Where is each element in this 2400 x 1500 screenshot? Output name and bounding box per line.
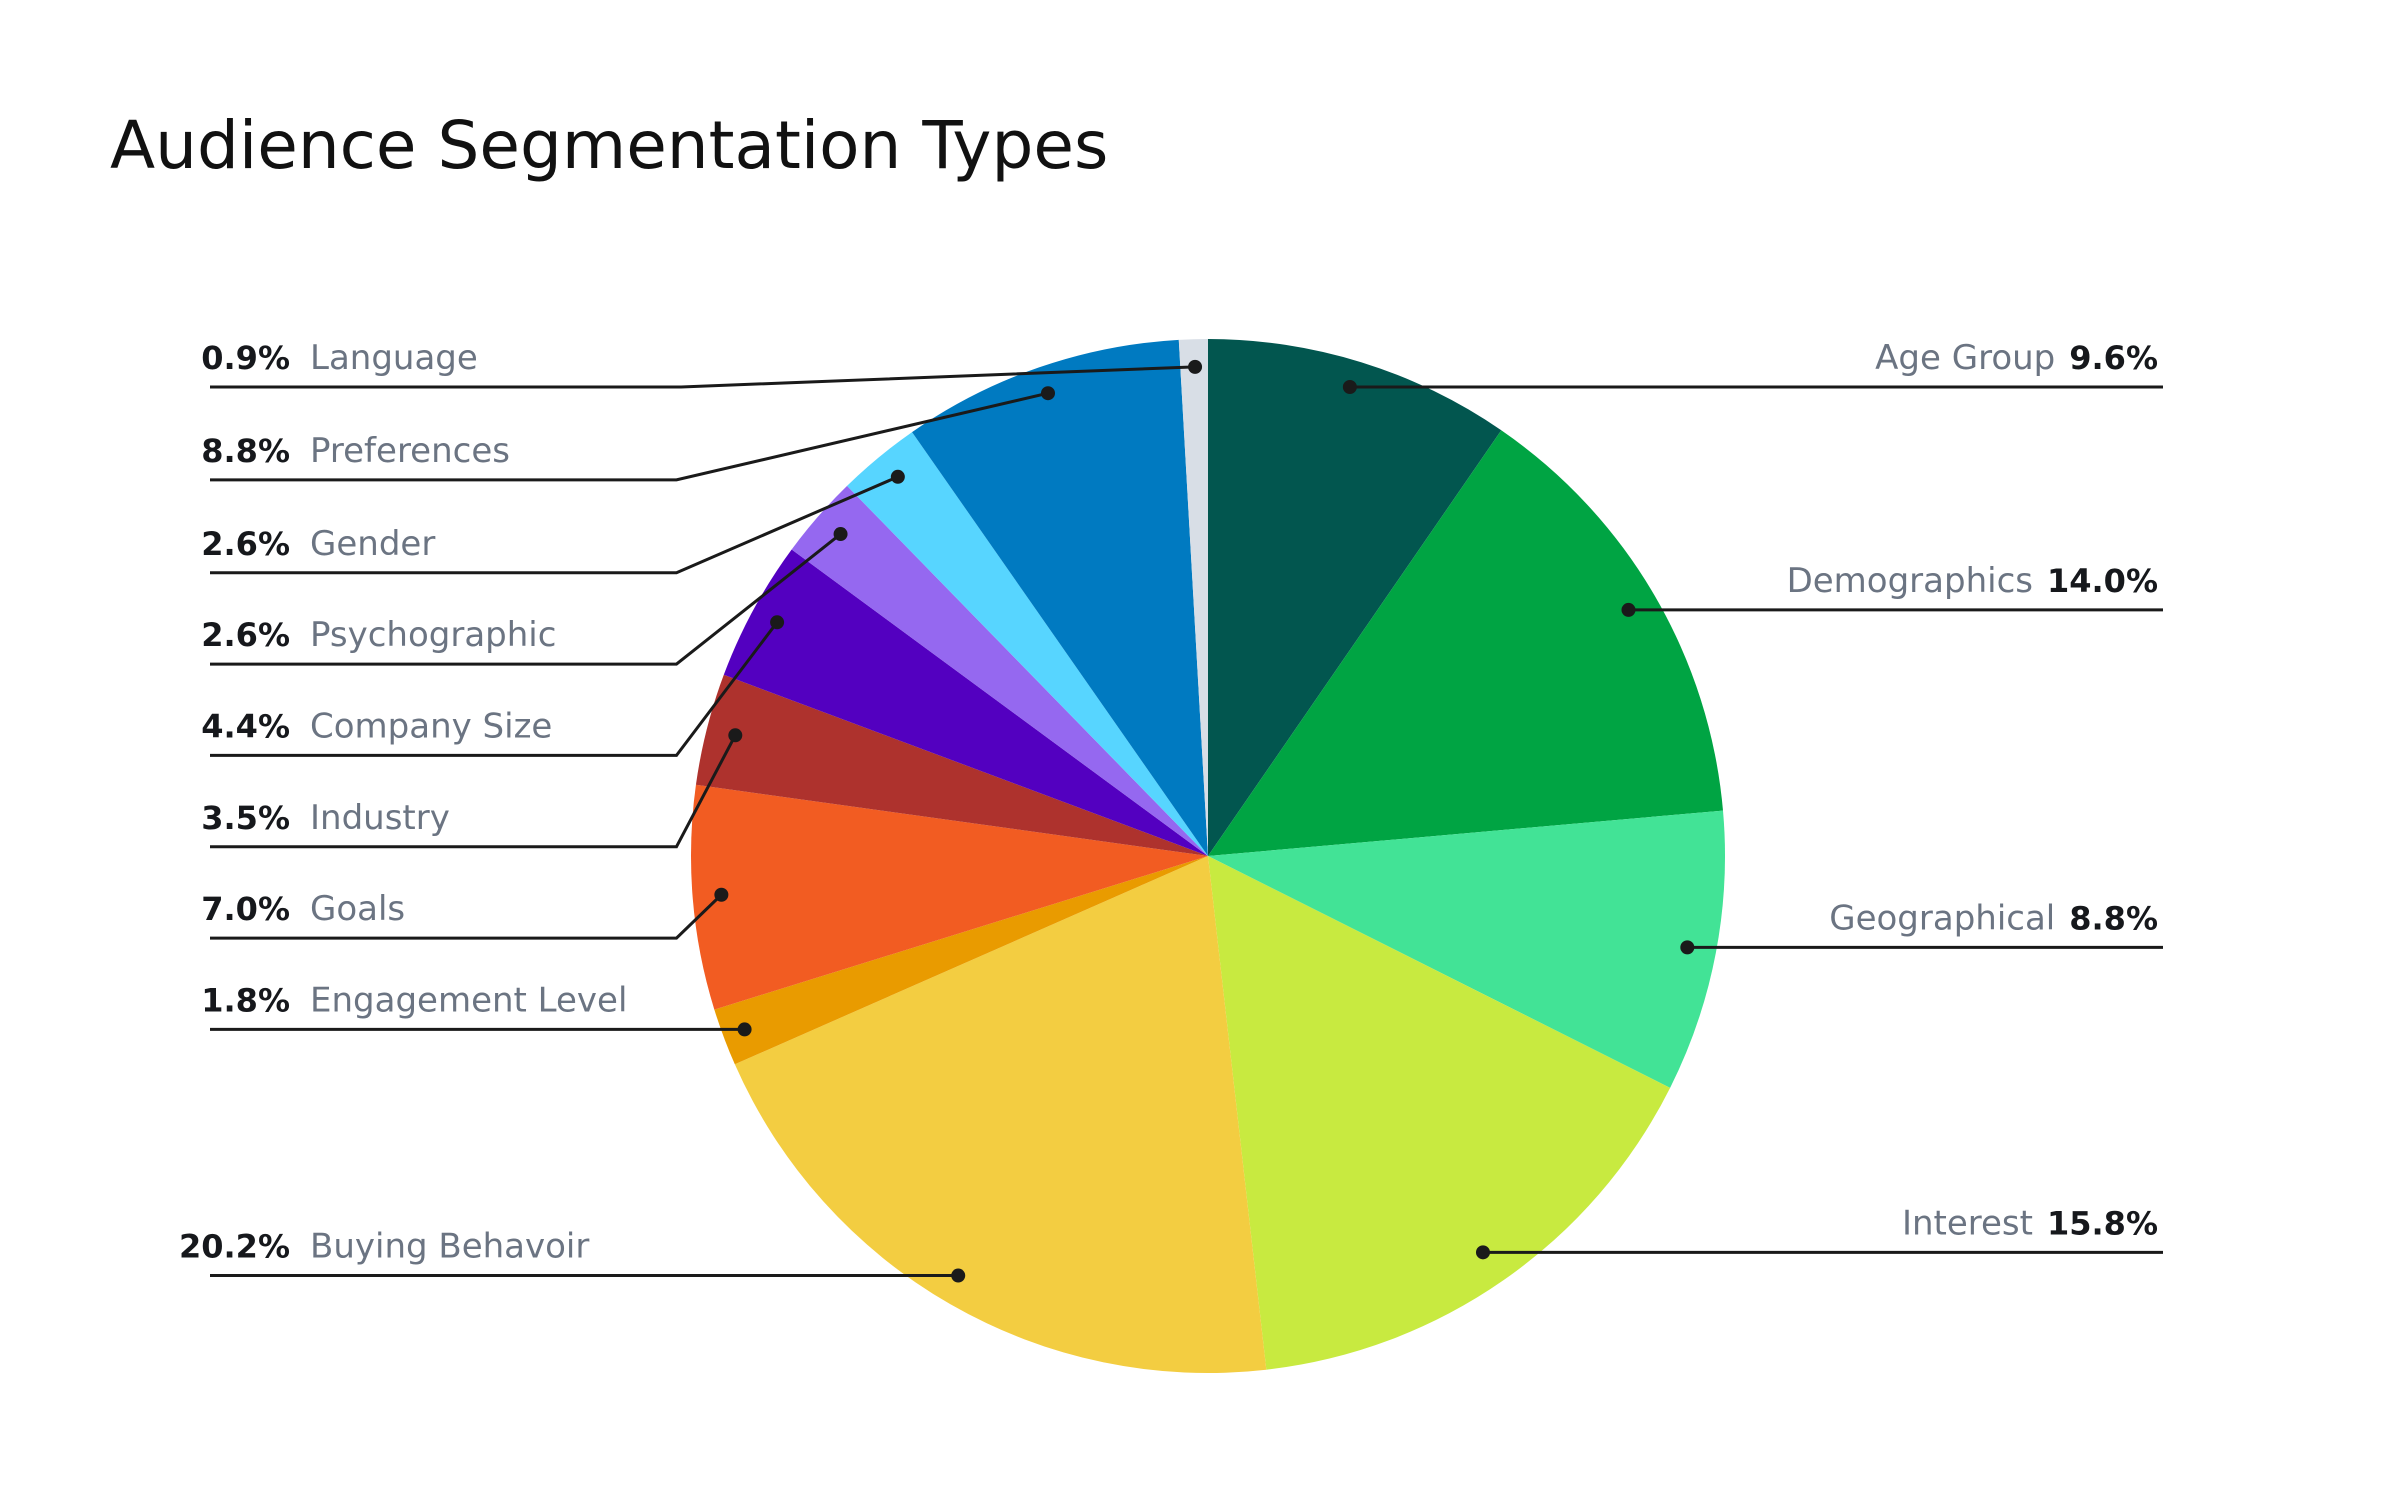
leader-line-goals [210,893,723,940]
leader-line-gender [210,475,899,575]
slice-percent-buying-behavoir: 20.2% [179,1228,290,1266]
leader-lines [210,359,2163,1283]
leader-dot-language [1188,359,1203,374]
slice-labels: 9.6% Age Group 14.0% Demographics 8.8% Geogra… [179,338,2158,1267]
pie-slice-demographics [1208,430,1724,856]
pie-slice-industry [695,674,1208,856]
pie-slice-geographical [1208,810,1726,1088]
slice-percent-industry: 3.5% [201,799,290,837]
pie-slice-gender [847,432,1208,856]
slice-label-goals: Goals [310,889,405,929]
slice-percent-company-size: 4.4% [201,707,290,745]
leader-dot-gender [890,469,905,484]
pie-slices [691,339,1726,1373]
pie-slice-goals [691,784,1208,1010]
leader-dot-interest [1475,1245,1490,1260]
leader-dot-engagement-level [737,1022,752,1037]
leader-dot-preferences [1040,386,1055,401]
slice-label-preferences: Preferences [310,431,510,471]
slice-label-engagement-level: Engagement Level [310,980,627,1020]
leader-dot-buying-behavoir [951,1268,966,1283]
leader-line-preferences [210,391,1049,482]
slice-label-buying-behavoir: Buying Behavoir [310,1227,589,1267]
leader-dot-goals [714,887,729,902]
pie-slice-interest [1208,856,1671,1370]
slice-label-age-group: Age Group [1875,338,2055,378]
slice-percent-demographics: 14.0% [2047,562,2158,600]
leader-dot-demographics [1621,602,1636,617]
pie-slice-preferences [912,339,1208,856]
slice-percent-language: 0.9% [201,339,290,377]
slice-percent-engagement-level: 1.8% [201,981,290,1019]
slice-label-psychographic: Psychographic [310,615,556,655]
pie-slice-age-group [1208,339,1502,856]
slice-percent-interest: 15.8% [2047,1204,2158,1242]
pie-slice-psychographic [791,485,1208,856]
leader-line-language [210,365,1196,389]
chart-title: Audience Segmentation Types [110,107,1108,184]
leader-dot-company-size [770,615,785,630]
slice-label-gender: Gender [310,524,435,564]
slice-percent-geographical: 8.8% [2069,899,2158,937]
slice-percent-goals: 7.0% [201,890,290,928]
slice-label-interest: Interest [1902,1203,2033,1243]
leader-dot-age-group [1342,380,1357,394]
pie-slice-buying-behavoir [734,856,1267,1373]
slice-percent-age-group: 9.6% [2069,339,2158,377]
pie-slice-company-size [723,549,1208,856]
pie-slice-language [1178,339,1208,856]
leader-dot-geographical [1680,940,1695,955]
slice-label-demographics: Demographics [1787,561,2033,601]
leader-line-psychographic [210,532,842,666]
slice-label-language: Language [310,338,478,378]
slice-percent-psychographic: 2.6% [201,616,290,654]
leader-dot-psychographic [833,527,848,542]
pie-slice-engagement-level [714,856,1208,1065]
slice-label-industry: Industry [310,798,450,838]
slice-label-company-size: Company Size [310,706,552,746]
leader-line-industry [210,734,737,849]
slice-percent-preferences: 8.8% [201,432,290,470]
leader-dot-industry [728,728,743,743]
slice-label-geographical: Geographical [1829,898,2055,938]
leader-line-company-size [210,621,779,757]
slice-percent-gender: 2.6% [201,525,290,563]
